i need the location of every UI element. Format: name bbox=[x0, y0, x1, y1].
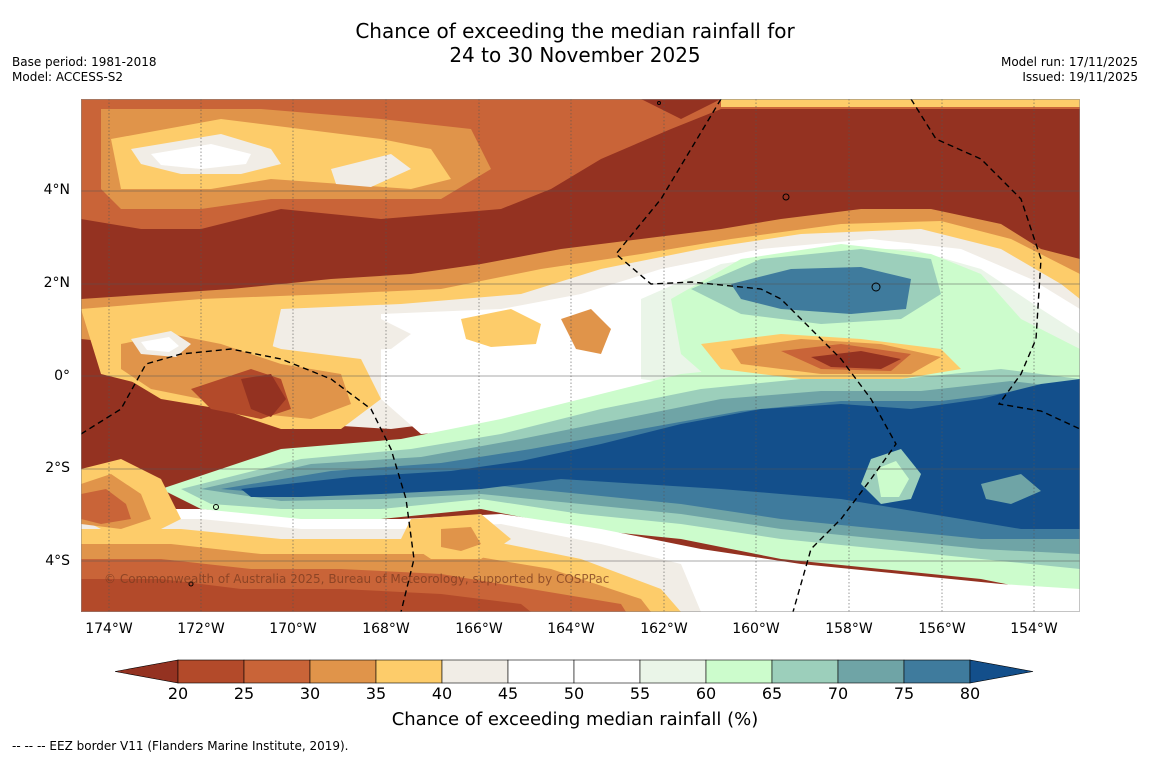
colorbar-title: Chance of exceeding median rainfall (%) bbox=[391, 709, 759, 730]
lat-label-2n: 2°N bbox=[43, 275, 70, 291]
lon-label-170w: 170°W bbox=[269, 621, 317, 637]
model-run-text: Model run: 17/11/2025 bbox=[1000, 55, 1138, 69]
rainfall-probability-map bbox=[81, 99, 1080, 612]
band-central-75 bbox=[731, 267, 911, 314]
colorbar-segment bbox=[771, 659, 839, 684]
lat-label-4n: 4°N bbox=[43, 182, 70, 198]
meta-right: Model run: 17/11/2025 Issued: 19/11/2025 bbox=[1001, 55, 1138, 85]
colorbar-tick: 75 bbox=[893, 684, 915, 703]
copyright-text: © Commonwealth of Australia 2025, Bureau… bbox=[104, 572, 610, 586]
gridlines bbox=[81, 190, 1080, 562]
contour-north-40b bbox=[331, 154, 411, 187]
meta-left: Base period: 1981-2018 Model: ACCESS-S2 bbox=[12, 55, 157, 85]
colorbar-segment bbox=[705, 659, 773, 684]
colorbar-segment bbox=[837, 659, 905, 684]
colorbar-tick: 40 bbox=[431, 684, 453, 703]
band-south-inner-65 bbox=[876, 461, 909, 497]
colorbar-tick: 70 bbox=[827, 684, 849, 703]
band-eq-left-dark bbox=[241, 374, 286, 417]
colorbar-segment bbox=[441, 659, 509, 684]
band-mid-35b bbox=[461, 309, 541, 347]
eez-footnote: -- -- -- EEZ border V11 (Flanders Marine… bbox=[12, 739, 349, 753]
lon-label-158w: 158°W bbox=[825, 621, 873, 637]
band-bottom-20 bbox=[81, 579, 531, 612]
lon-label-162w: 162°W bbox=[640, 621, 688, 637]
lat-label-2s: 2°S bbox=[45, 460, 70, 476]
band-left-25 bbox=[81, 489, 131, 524]
lon-label-168w: 168°W bbox=[362, 621, 410, 637]
colorbar-tick: 55 bbox=[629, 684, 651, 703]
map-title-line1: Chance of exceeding the median rainfall … bbox=[355, 19, 795, 43]
colorbar-tick: 30 bbox=[299, 684, 321, 703]
lon-label-166w: 166°W bbox=[455, 621, 503, 637]
eez-borders bbox=[81, 99, 1080, 612]
lon-label-174w: 174°W bbox=[85, 621, 133, 637]
colorbar-segment bbox=[309, 659, 377, 684]
colorbar-extend-low bbox=[115, 659, 179, 684]
model-text: Model: ACCESS-S2 bbox=[12, 70, 124, 84]
colorbar-extend-high bbox=[969, 659, 1034, 684]
colorbar-segment bbox=[639, 659, 707, 684]
islands bbox=[188, 101, 881, 587]
issued-text: Issued: 19/11/2025 bbox=[1022, 70, 1138, 84]
lat-label-4s: 4°S bbox=[45, 553, 70, 569]
colorbar bbox=[115, 659, 1034, 684]
band-eq-left-45 bbox=[141, 337, 179, 352]
colorbar-tick: 35 bbox=[365, 684, 387, 703]
contour-north-ne-30 bbox=[721, 99, 1080, 107]
band-south-patch-70 bbox=[981, 474, 1041, 504]
band-eq-right-20 bbox=[811, 351, 901, 369]
colorbar-segment bbox=[903, 659, 971, 684]
band-mid-40b bbox=[301, 319, 411, 351]
lon-label-154w: 154°W bbox=[1010, 621, 1058, 637]
colorbar-tick: 45 bbox=[497, 684, 519, 703]
lon-label-160w: 160°W bbox=[732, 621, 780, 637]
lon-label-164w: 164°W bbox=[547, 621, 595, 637]
lon-label-172w: 172°W bbox=[177, 621, 225, 637]
colorbar-tick: 20 bbox=[167, 684, 189, 703]
colorbar-tick: 80 bbox=[959, 684, 981, 703]
colorbar-segment bbox=[375, 659, 443, 684]
meridians bbox=[108, 99, 1035, 612]
colorbar-tick: 65 bbox=[761, 684, 783, 703]
colorbar-segment bbox=[243, 659, 311, 684]
colorbar-tick: 60 bbox=[695, 684, 717, 703]
colorbar-segment bbox=[507, 659, 575, 684]
colorbar-tick: 50 bbox=[563, 684, 585, 703]
band-mid-30 bbox=[561, 309, 611, 354]
lat-label-0: 0° bbox=[54, 368, 70, 384]
band-south-orange bbox=[441, 527, 481, 551]
base-period-text: Base period: 1981-2018 bbox=[12, 55, 157, 69]
colorbar-segment bbox=[573, 659, 641, 684]
colorbar-segment bbox=[177, 659, 245, 684]
lon-label-156w: 156°W bbox=[918, 621, 966, 637]
colorbar-tick: 25 bbox=[233, 684, 255, 703]
map-title-line2: 24 to 30 November 2025 bbox=[449, 43, 701, 67]
